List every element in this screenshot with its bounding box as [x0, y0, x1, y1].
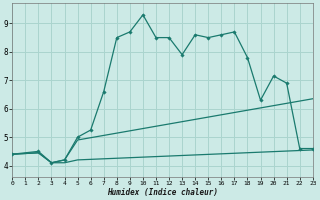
- X-axis label: Humidex (Indice chaleur): Humidex (Indice chaleur): [107, 188, 218, 197]
